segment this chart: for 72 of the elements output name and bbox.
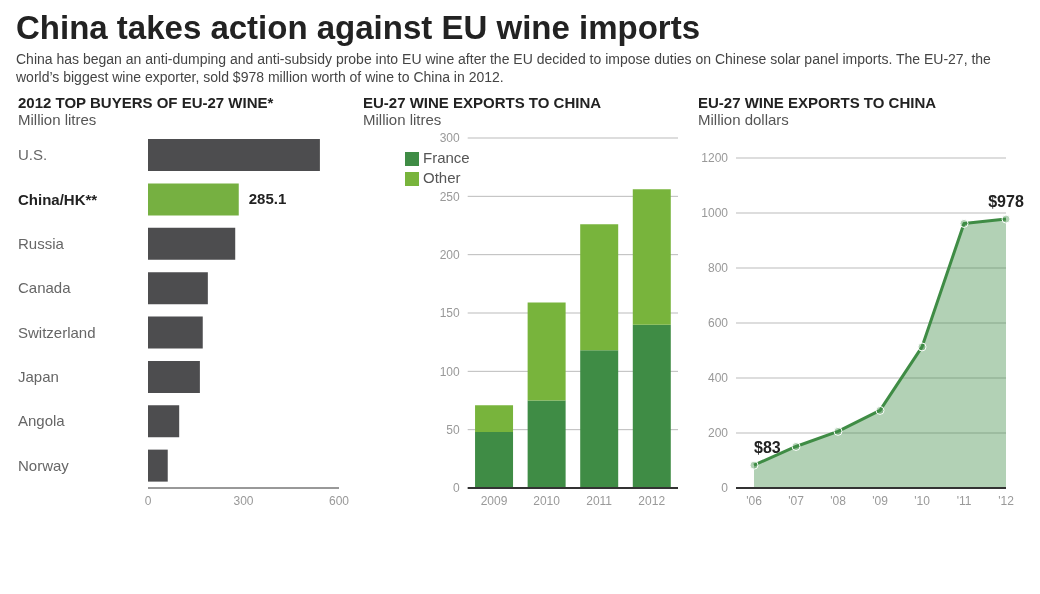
- bar: [527, 400, 566, 488]
- bar: [148, 360, 200, 393]
- data-label: $83: [754, 439, 781, 457]
- y-tick-label: Canada: [18, 279, 72, 297]
- x-tick-label: '12: [998, 493, 1015, 508]
- y-tick-label: 1200: [701, 151, 729, 166]
- point: [917, 342, 927, 352]
- x-tick-label: '11: [956, 493, 972, 508]
- y-tick-label: 800: [707, 261, 729, 276]
- bar: [527, 302, 566, 401]
- chart-title: 2012 TOP BUYERS OF EU-27 WINE*: [17, 94, 275, 111]
- point: [833, 426, 843, 436]
- chart-title: EU-27 WINE EXPORTS TO CHINA: [697, 94, 938, 111]
- y-tick-label: Angola: [18, 412, 66, 430]
- y-tick-label: U.S.: [18, 146, 48, 164]
- point: [749, 460, 759, 470]
- legend-label: France: [423, 149, 470, 166]
- data-label: 285.1: [248, 190, 287, 208]
- x-tick-label: '08: [830, 493, 847, 508]
- y-tick-label: 600: [707, 316, 729, 331]
- x-tick-label: 600: [328, 493, 350, 508]
- x-tick-label: 2010: [533, 493, 561, 508]
- y-tick-label: Japan: [18, 368, 59, 386]
- y-tick-label: 300: [439, 131, 460, 146]
- bar: [148, 449, 168, 482]
- x-tick-label: 0: [144, 493, 152, 508]
- x-tick-label: 2012: [638, 493, 666, 508]
- text: China takes action against EU wine imports: [16, 8, 701, 48]
- y-tick-label: 100: [439, 364, 460, 379]
- x-tick-label: 2011: [586, 493, 613, 508]
- y-tick-label: 200: [707, 426, 729, 441]
- x-tick-label: '06: [746, 493, 763, 508]
- y-tick-label: 50: [446, 422, 460, 437]
- x-tick-label: '07: [788, 493, 805, 508]
- bar: [148, 227, 236, 260]
- bar: [148, 405, 180, 438]
- x-tick-label: 2009: [480, 493, 508, 508]
- bar: [148, 139, 320, 171]
- bar: [580, 350, 619, 488]
- y-tick-label: 200: [439, 247, 460, 262]
- y-tick-label: Russia: [18, 234, 65, 252]
- bar: [475, 405, 514, 432]
- bar: [580, 224, 619, 351]
- point: [875, 405, 885, 415]
- y-tick-label: Norway: [18, 456, 70, 474]
- bar: [148, 183, 239, 216]
- data-label: $978: [988, 193, 1024, 211]
- point: [791, 441, 801, 451]
- chart-title: EU-27 WINE EXPORTS TO CHINA: [362, 94, 603, 111]
- text: China has began an anti-dumping and anti-subsidy probe into EU wine after the EU decided to impose duties on Chinese solar panel imports. The EU-27, the world’s biggest wine exporter, sold $978 million worth of wine to China in 2012.: [16, 50, 992, 86]
- y-tick-label: 400: [707, 371, 729, 386]
- bar: [475, 432, 514, 488]
- bar: [148, 272, 208, 305]
- x-tick-label: '10: [914, 493, 931, 508]
- y-tick-label: 150: [439, 306, 460, 321]
- y-tick-label: 0: [721, 481, 729, 496]
- bar: [148, 316, 203, 349]
- chart-subtitle: Million dollars: [697, 111, 790, 128]
- point: [1001, 214, 1011, 224]
- y-tick-label: 250: [439, 189, 460, 204]
- y-tick-label: 1000: [701, 206, 729, 221]
- chart-subtitle: Million litres: [17, 111, 98, 128]
- bar: [632, 324, 671, 488]
- chart-subtitle: Million litres: [362, 111, 443, 128]
- bar: [632, 189, 671, 325]
- x-tick-label: 300: [233, 493, 254, 508]
- y-tick-label: Switzerland: [18, 323, 96, 341]
- y-tick-label: China/HK**: [18, 190, 98, 208]
- y-tick-label: 0: [453, 481, 460, 496]
- x-tick-label: '09: [872, 493, 889, 508]
- point: [959, 218, 969, 228]
- legend-label: Other: [423, 169, 461, 186]
